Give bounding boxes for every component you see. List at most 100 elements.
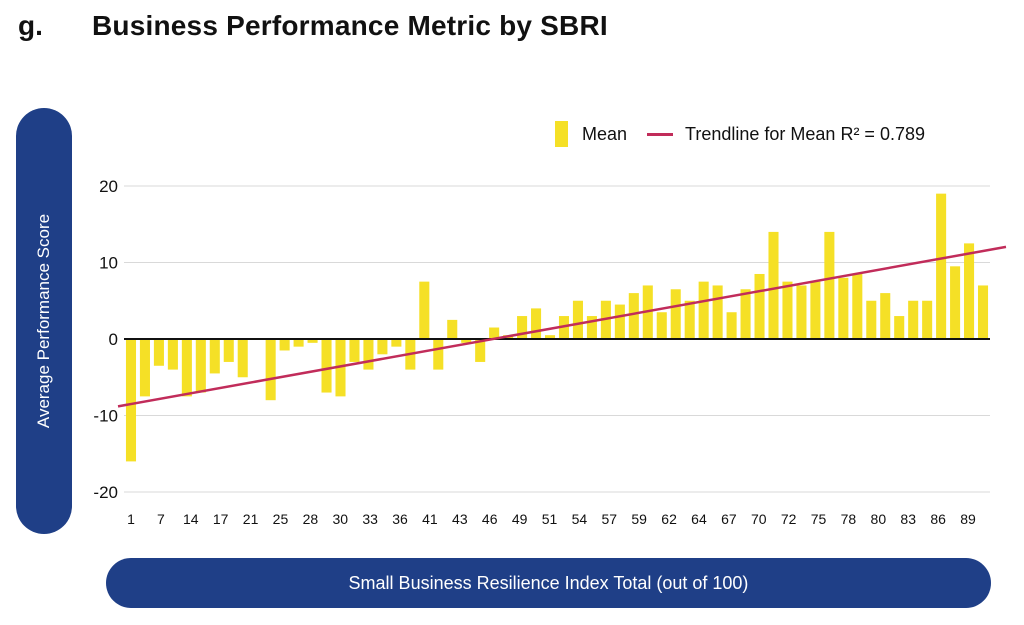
bar-mean: [419, 281, 430, 340]
bar-mean: [698, 281, 709, 340]
bar-mean: [544, 335, 556, 339]
y-tick-labels: 20 10 0 -10 -20: [93, 177, 118, 502]
y-tick-label: 0: [109, 330, 118, 349]
bar-mean: [726, 312, 737, 339]
bar-mean: [475, 339, 486, 362]
bar-mean: [572, 300, 583, 339]
bar-mean: [936, 193, 947, 339]
x-tick-label: 1: [127, 511, 135, 527]
bar-mean: [796, 285, 807, 339]
bar-mean: [628, 293, 639, 339]
bar-mean: [279, 339, 290, 351]
bar-mean: [586, 316, 597, 339]
bar-mean: [307, 339, 318, 343]
x-tick-label: 25: [273, 511, 289, 527]
y-axis-label-pill: Average Performance Score: [16, 108, 72, 534]
x-axis-label: Small Business Resilience Index Total (o…: [348, 572, 749, 593]
x-tick-label: 54: [572, 511, 588, 527]
x-tick-label: 72: [781, 511, 797, 527]
x-tick-label: 46: [482, 511, 498, 527]
x-tick-label: 33: [362, 511, 378, 527]
bar-mean: [964, 243, 975, 340]
bar-mean: [265, 339, 276, 401]
x-tick-label: 83: [900, 511, 916, 527]
bar-mean: [223, 339, 234, 362]
x-tick-label: 28: [303, 511, 319, 527]
chart-title: Business Performance Metric by SBRI: [92, 10, 608, 41]
bar-mean: [209, 339, 220, 374]
bar-mean: [852, 273, 863, 339]
bar-mean: [153, 339, 164, 366]
x-tick-label: 49: [512, 511, 528, 527]
legend-trend-swatch: [647, 132, 674, 136]
x-tick-label: 86: [930, 511, 946, 527]
x-tick-label: 43: [452, 511, 468, 527]
bar-mean: [125, 339, 137, 462]
x-tick-label: 7: [157, 511, 165, 527]
bar-mean: [489, 327, 500, 339]
legend-mean-label: Mean: [582, 123, 628, 144]
bar-mean: [824, 231, 835, 339]
x-tick-label: 30: [332, 511, 348, 527]
bar-mean: [977, 285, 989, 339]
bar-mean: [950, 266, 961, 339]
bar-mean: [908, 300, 919, 339]
bar-mean: [684, 300, 695, 339]
x-tick-label: 78: [841, 511, 857, 527]
x-tick-label: 14: [183, 511, 199, 527]
bar-mean: [433, 339, 444, 370]
x-tick-label: 51: [542, 511, 558, 527]
bar-mean: [377, 339, 388, 355]
legend-mean-swatch: [555, 121, 568, 147]
trendline: [117, 245, 1007, 408]
chart-header: g. Business Performance Metric by SBRI: [18, 6, 608, 46]
grid-lines: [124, 185, 990, 493]
x-tick-label: 21: [243, 511, 259, 527]
bar-mean: [838, 277, 849, 339]
x-tick-label: 80: [871, 511, 887, 527]
x-tick-label: 89: [960, 511, 976, 527]
bar-mean: [349, 339, 360, 362]
bar-mean: [181, 339, 192, 397]
x-tick-label: 59: [631, 511, 647, 527]
x-tick-label: 17: [213, 511, 229, 527]
bar-mean: [810, 281, 821, 340]
y-tick-label: 10: [99, 254, 118, 273]
bar-mean: [321, 339, 332, 393]
bar-mean: [712, 285, 723, 339]
bar-mean: [894, 316, 905, 339]
bar-mean: [656, 312, 667, 339]
bar-mean: [293, 339, 304, 347]
x-tick-label: 62: [661, 511, 677, 527]
bar-mean: [768, 231, 779, 339]
bar-mean: [517, 316, 528, 339]
y-tick-label: -20: [93, 483, 118, 502]
bar-mean: [167, 339, 178, 370]
trendline-group: [117, 245, 1007, 408]
bar-mean: [614, 304, 625, 339]
bar-mean: [866, 300, 877, 339]
x-tick-label: 57: [601, 511, 617, 527]
x-tick-label: 75: [811, 511, 827, 527]
y-tick-label: -10: [93, 407, 118, 426]
bar-mean: [139, 339, 150, 397]
bar-mean: [740, 289, 751, 339]
bar-mean: [670, 289, 681, 339]
x-tick-label: 36: [392, 511, 408, 527]
y-tick-label: 20: [99, 177, 118, 196]
x-tick-label: 70: [751, 511, 767, 527]
bar-mean: [880, 293, 891, 339]
bar-mean: [195, 339, 206, 393]
bar-mean: [447, 319, 458, 340]
bar-mean: [754, 273, 765, 339]
legend: Mean Trendline for Mean R² = 0.789: [555, 121, 925, 147]
figure-label: g.: [18, 10, 43, 41]
bar-mean: [461, 339, 472, 343]
bar-mean: [237, 339, 248, 378]
bar-mean: [363, 339, 374, 370]
bar-mean: [782, 281, 793, 340]
bar-mean: [335, 339, 346, 397]
bar-mean: [922, 300, 933, 339]
bar-mean: [391, 339, 402, 347]
